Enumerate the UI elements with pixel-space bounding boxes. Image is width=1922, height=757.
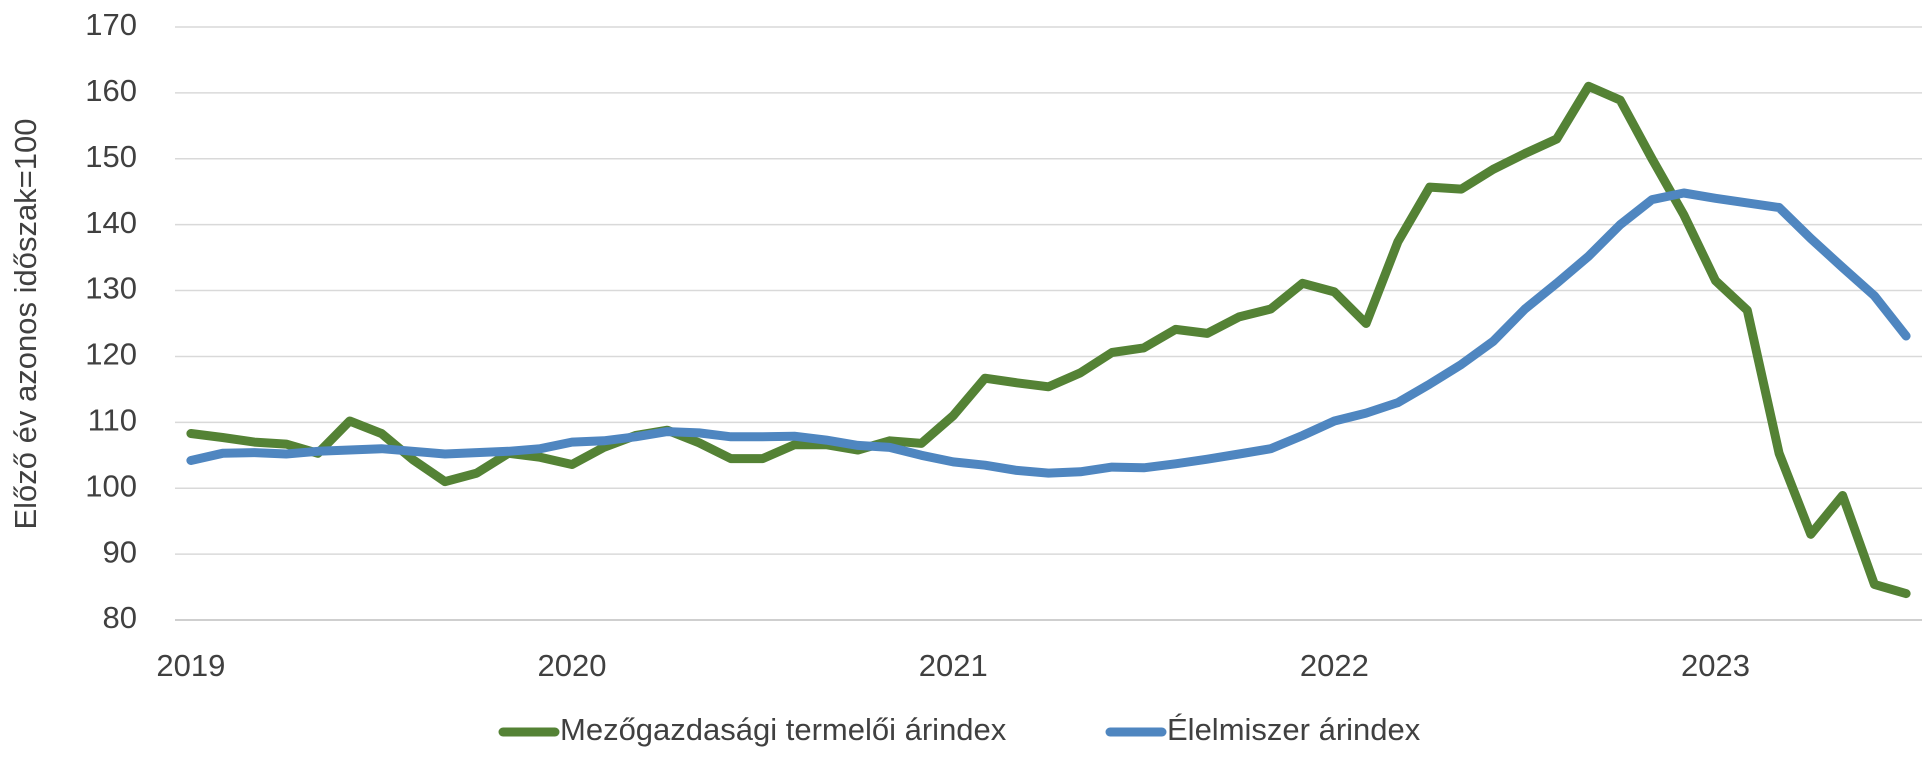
y-tick-label: 100 [85,468,137,503]
legend-label: Mezőgazdasági termelői árindex [560,712,1007,747]
y-tick-label: 120 [85,337,137,372]
y-tick-label: 90 [103,534,137,569]
y-tick-label: 150 [85,139,137,174]
x-tick-label: 2021 [919,648,988,683]
y-axis-label: Előző év azonos időszak=100 [8,118,43,529]
legend-label: Élelmiszer árindex [1167,712,1421,747]
y-tick-label: 130 [85,271,137,306]
data-line [186,81,1911,599]
x-tick-label: 2023 [1681,648,1750,683]
data-line [186,188,1911,478]
x-tick-label: 2019 [156,648,225,683]
y-tick-label: 80 [103,600,137,635]
y-tick-label: 140 [85,205,137,240]
x-tick-label: 2022 [1300,648,1369,683]
x-tick-label: 2020 [538,648,607,683]
y-tick-label: 170 [85,7,137,42]
y-tick-label: 160 [85,73,137,108]
y-tick-label: 110 [88,403,137,438]
